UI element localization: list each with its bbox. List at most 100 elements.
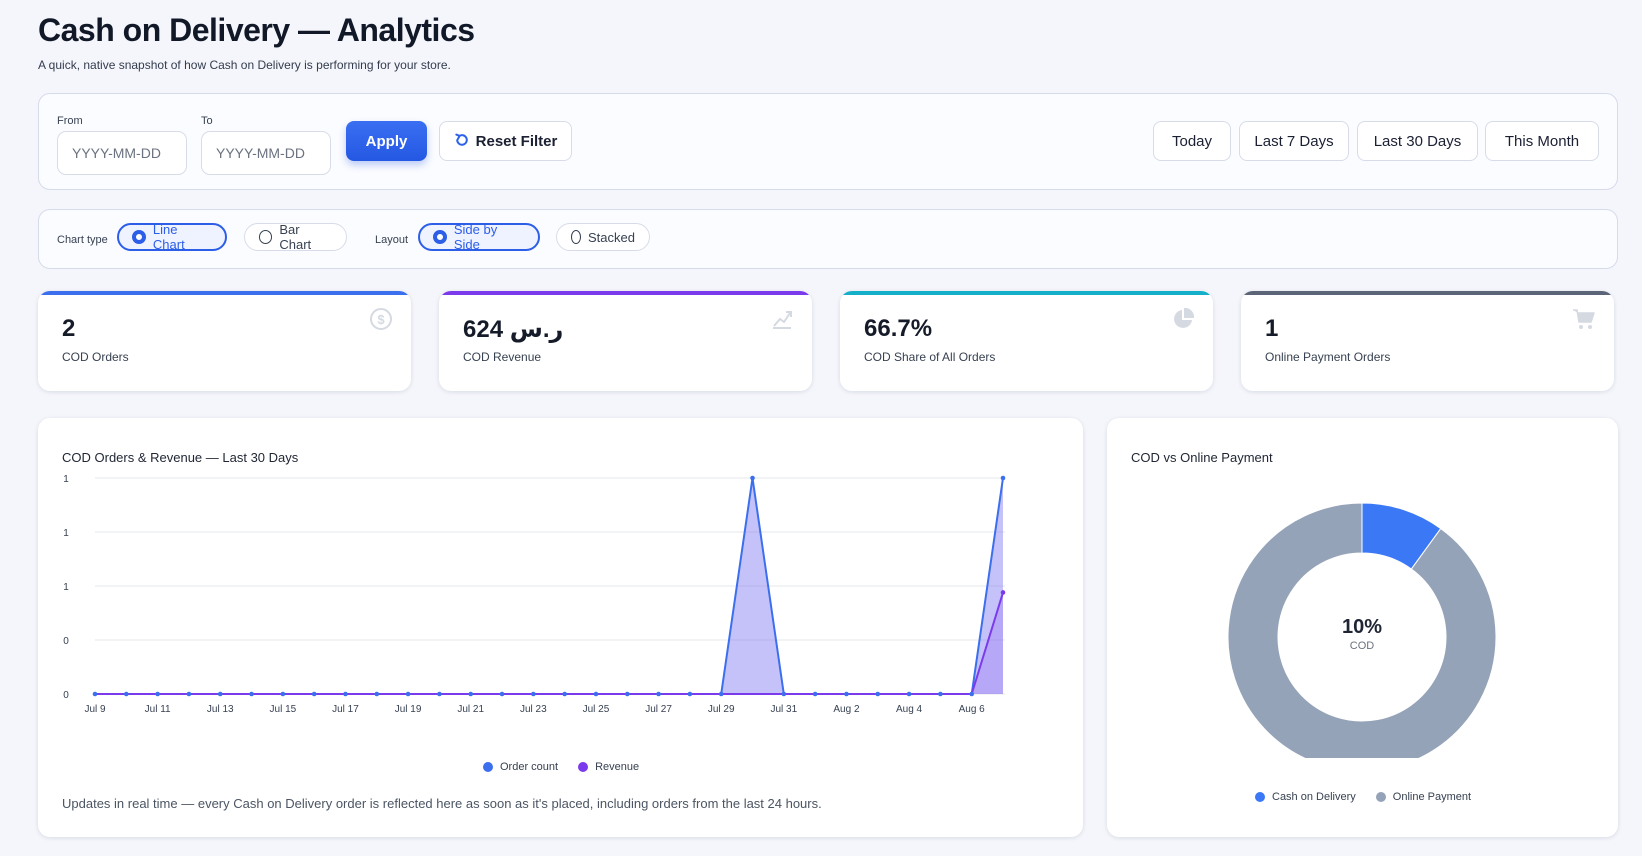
range-this-month-button[interactable]: This Month — [1485, 121, 1599, 161]
line-chart-option-label: Line Chart — [152, 222, 185, 252]
bar-chart-option[interactable]: Bar Chart — [244, 222, 347, 252]
legend-item-cod[interactable]: Cash on Delivery — [1255, 791, 1356, 803]
kpi-label: COD Revenue — [463, 350, 542, 364]
line-chart-card: COD Orders & Revenue — Last 30 Days 0 0 1 1… — [38, 418, 1083, 837]
y-tick-label: 0 — [63, 636, 69, 647]
kpi-label: Online Payment Orders — [1265, 350, 1391, 364]
data-point — [750, 475, 755, 481]
data-point — [812, 691, 818, 697]
x-tick-label: Jul 13 — [207, 704, 234, 715]
x-tick-label: Jul 17 — [332, 704, 359, 715]
data-point — [280, 691, 286, 697]
kpi-card-online-orders: 1 Online Payment Orders — [1241, 291, 1614, 391]
stacked-option[interactable]: Stacked — [556, 223, 650, 251]
legend-dot — [1255, 792, 1265, 802]
layout-label: Layout — [375, 234, 409, 246]
range-today-button[interactable]: Today — [1153, 121, 1231, 161]
data-point — [906, 691, 912, 697]
data-point — [624, 691, 630, 697]
range-last-30-days-button[interactable]: Last 30 Days — [1357, 121, 1478, 161]
x-tick-label: Aug 6 — [959, 704, 986, 715]
radio-unselected-icon — [571, 230, 582, 244]
radio-unselected-icon — [259, 230, 273, 244]
data-point — [781, 691, 787, 697]
reset-filter-button[interactable]: Reset Filter — [439, 121, 572, 161]
cart-icon — [1573, 309, 1595, 329]
data-point — [92, 691, 98, 697]
data-point — [405, 691, 411, 697]
y-tick-label: 0 — [63, 690, 69, 701]
legend-dot — [483, 762, 493, 772]
legend-item-online[interactable]: Online Payment — [1375, 791, 1471, 803]
data-point — [186, 691, 192, 697]
page-title: Cash on Delivery — Analytics — [38, 12, 475, 48]
line-chart-option[interactable]: Line Chart — [117, 222, 227, 252]
cod-vs-online-donut-chart — [1227, 502, 1497, 758]
chart-type-label: Chart type — [57, 234, 108, 246]
donut-chart-title: COD vs Online Payment — [1131, 450, 1273, 465]
kpi-value: 66.7% — [864, 315, 933, 342]
radio-selected-icon — [132, 230, 146, 244]
radio-selected-icon — [433, 230, 447, 244]
legend-item-order-count[interactable]: Order count — [483, 761, 558, 773]
kpi-value: 624 ر.س — [463, 316, 564, 343]
data-point — [1000, 590, 1006, 595]
series-line-revenue — [95, 592, 1004, 695]
donut-center-label: COD — [1349, 640, 1375, 652]
data-point — [718, 691, 724, 697]
data-point — [311, 691, 317, 697]
data-point — [374, 691, 380, 697]
refresh-icon — [454, 132, 470, 151]
trend-chart-icon — [773, 311, 792, 329]
legend-item-revenue[interactable]: Revenue — [578, 761, 639, 773]
data-point — [499, 691, 505, 697]
donut-slice-online-payment[interactable] — [1227, 502, 1497, 758]
kpi-label: COD Share of All Orders — [864, 350, 996, 364]
donut-center-value: 10% — [1341, 616, 1383, 638]
kpi-card-cod-orders: 2 COD Orders $ — [38, 291, 411, 391]
y-tick-label: 1 — [63, 474, 69, 485]
to-date-input[interactable] — [201, 131, 331, 175]
legend-label: Revenue — [595, 761, 640, 773]
data-point — [531, 691, 536, 697]
kpi-card-cod-share: 66.7% COD Share of All Orders — [840, 291, 1213, 391]
kpi-accent-bar — [439, 291, 812, 295]
apply-button[interactable]: Apply — [346, 121, 427, 161]
donut-chart-legend: Cash on Delivery Online Payment — [1255, 791, 1471, 803]
kpi-value: 2 — [62, 315, 76, 342]
stacked-option-label: Stacked — [588, 229, 635, 245]
side-by-side-option[interactable]: Side by Side — [418, 222, 540, 252]
chart-options-panel: Chart type Line Chart Bar Chart Layout S… — [38, 209, 1618, 269]
data-point — [969, 691, 974, 697]
side-by-side-option-label: Side by Side — [453, 222, 498, 252]
line-chart-title: COD Orders & Revenue — Last 30 Days — [62, 450, 299, 465]
y-tick-label: 1 — [63, 528, 69, 539]
data-point — [1000, 475, 1006, 481]
data-point — [343, 691, 348, 697]
legend-label: Cash on Delivery — [1272, 791, 1356, 803]
series-area-revenue — [95, 592, 1003, 694]
x-tick-label: Jul 11 — [145, 704, 171, 715]
x-tick-label: Jul 25 — [583, 704, 610, 715]
svg-text:$: $ — [377, 312, 385, 327]
legend-label: Order count — [500, 761, 559, 773]
x-tick-label: Aug 2 — [833, 704, 860, 715]
range-last-7-days-button[interactable]: Last 7 Days — [1239, 121, 1349, 161]
data-point — [938, 691, 943, 697]
orders-revenue-line-chart: 0 0 1 1 1 Jul 9 Jul 11 Jul 13 Jul 15 Jul 17 Jul 19… — [63, 474, 1006, 715]
legend-dot — [1375, 792, 1386, 802]
kpi-accent-bar — [1241, 291, 1614, 295]
data-point — [217, 691, 223, 697]
x-tick-label: Jul 31 — [770, 704, 797, 715]
data-point — [124, 691, 129, 697]
from-date-input[interactable] — [57, 131, 187, 175]
x-tick-label: Jul 27 — [645, 704, 672, 715]
data-point — [155, 691, 160, 697]
kpi-accent-bar — [38, 291, 411, 295]
data-point — [593, 691, 599, 697]
donut-chart-card: COD vs Online Payment 10% COD Cash on De… — [1107, 418, 1618, 837]
bar-chart-option-label: Bar Chart — [279, 222, 312, 252]
x-tick-label: Jul 19 — [395, 704, 422, 715]
data-point — [468, 691, 474, 697]
legend-dot — [578, 762, 589, 772]
